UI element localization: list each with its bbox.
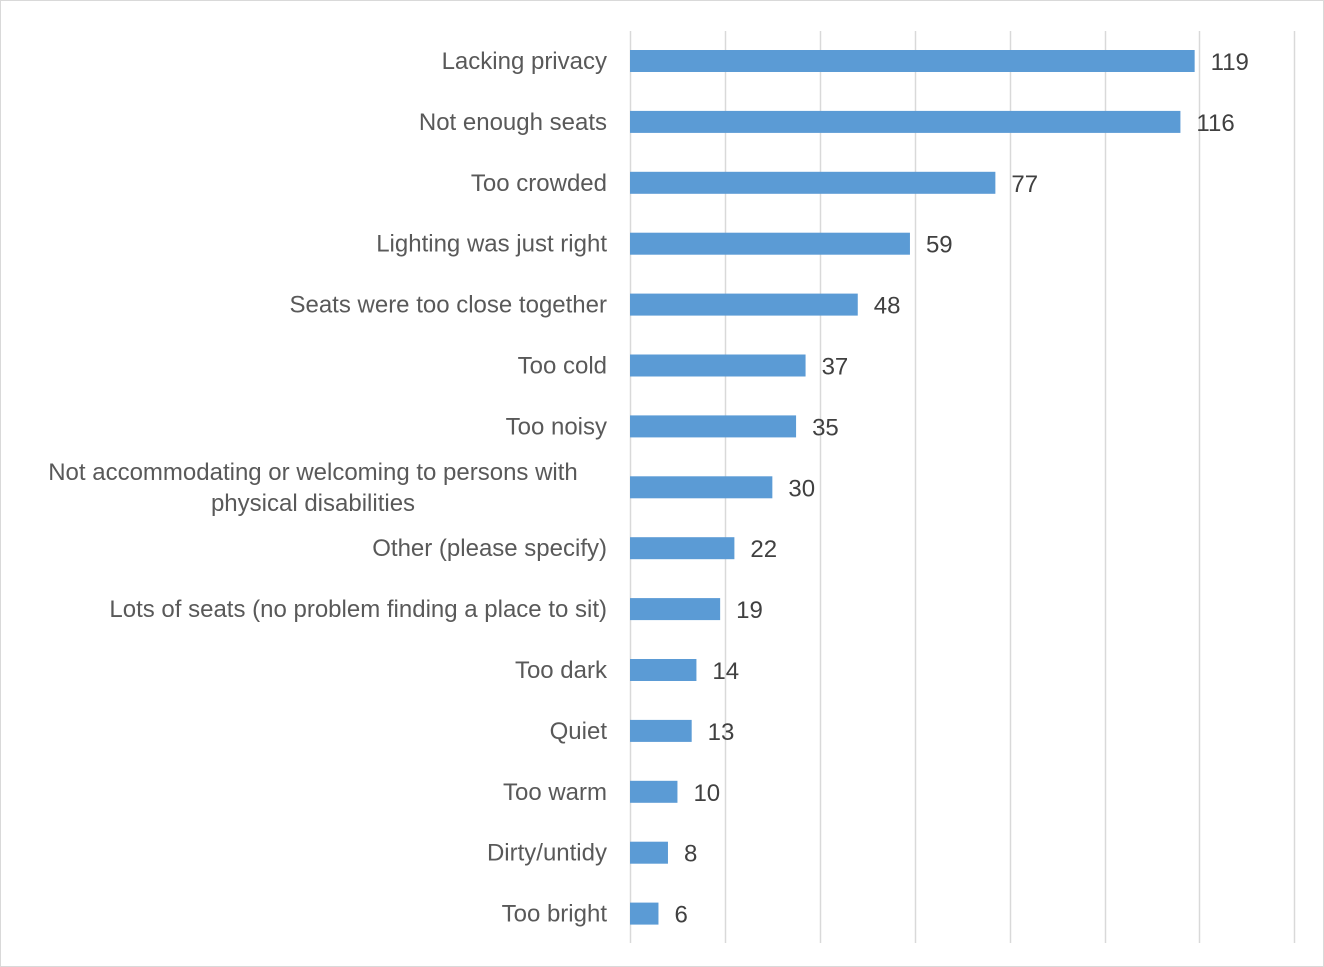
bar [630, 293, 858, 316]
bar [630, 780, 678, 803]
data-label: 116 [1196, 110, 1234, 137]
category-label: Other (please specify) [372, 535, 607, 562]
category-label-line: physical disabilities [211, 490, 415, 517]
category-label: Lacking privacy [442, 48, 607, 75]
category-label: Lots of seats (no problem finding a plac… [109, 596, 607, 623]
data-label: 13 [708, 719, 735, 746]
bar [630, 719, 692, 742]
category-label: Too dark [515, 657, 608, 684]
category-label-line: Not accommodating or welcoming to person… [48, 459, 578, 486]
category-labels: Lacking privacy Not enough seats Too crowd… [48, 48, 608, 928]
data-label: 10 [693, 780, 720, 807]
bar [630, 171, 996, 194]
category-label: Dirty/untidy [487, 840, 607, 867]
category-label: Not enough seats [419, 109, 607, 136]
data-label: 37 [822, 354, 849, 381]
data-label: 59 [926, 232, 953, 259]
data-label: 6 [674, 902, 687, 929]
bar [630, 841, 668, 864]
bar [630, 476, 773, 499]
data-labels: 119 116 77 59 48 37 35 30 22 19 14 13 10 8 6 [674, 49, 1248, 929]
data-label: 22 [750, 536, 777, 563]
data-label: 30 [788, 475, 815, 502]
category-label: Seats were too close together [289, 292, 607, 319]
data-label: 35 [812, 414, 839, 441]
bar [630, 110, 1181, 133]
bar [630, 537, 735, 560]
data-label: 14 [712, 658, 739, 685]
bar [630, 659, 697, 681]
category-label: Too crowded [471, 170, 607, 197]
category-label: Lighting was just right [376, 231, 607, 258]
category-label: Not accommodating or welcoming to person… [48, 459, 578, 517]
bar [630, 598, 721, 621]
bars [630, 50, 1195, 925]
category-label: Quiet [550, 718, 608, 745]
data-label: 8 [684, 841, 697, 868]
data-label: 19 [736, 597, 763, 624]
data-label: 48 [874, 293, 901, 320]
category-label: Too bright [502, 901, 608, 928]
category-label: Too noisy [506, 413, 607, 440]
bar [630, 415, 797, 438]
bar [630, 902, 659, 925]
data-label: 119 [1211, 49, 1249, 76]
data-label: 77 [1011, 171, 1038, 198]
bar [630, 354, 806, 377]
category-label: Too cold [518, 353, 607, 380]
category-label: Too warm [503, 779, 607, 806]
bar [630, 50, 1195, 72]
bar [630, 232, 910, 255]
